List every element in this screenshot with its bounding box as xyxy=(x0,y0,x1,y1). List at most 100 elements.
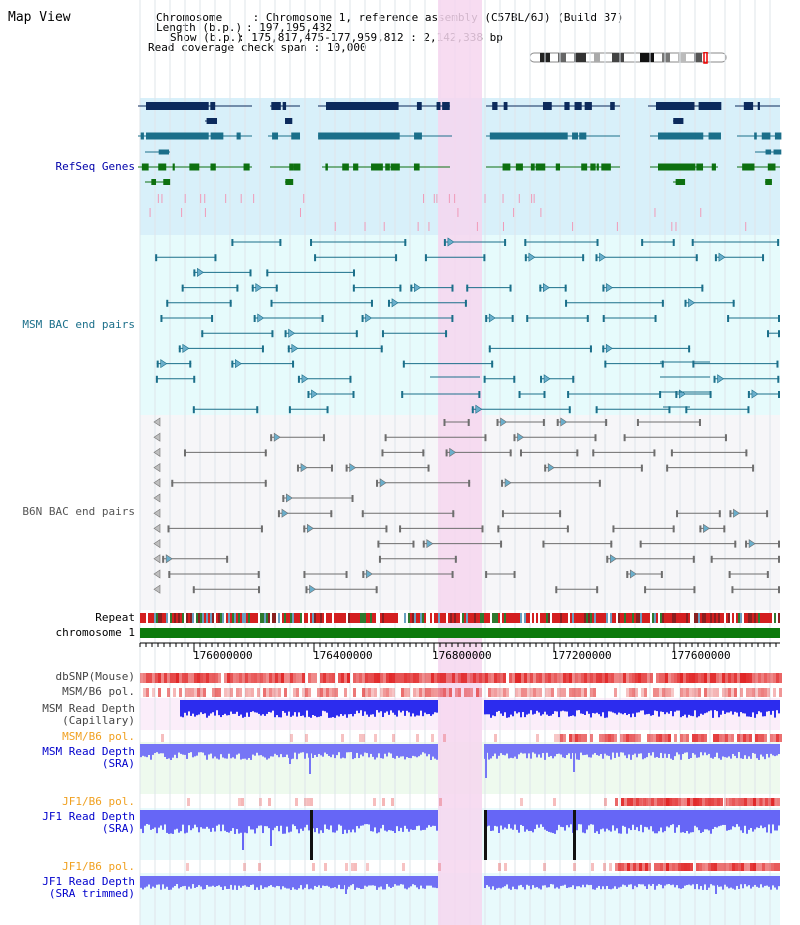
track-label-dbsnp[interactable]: dbSNP(Mouse) xyxy=(55,670,135,683)
track-label-msm-read-depth-sra-line1[interactable]: MSM Read Depth xyxy=(42,745,135,758)
read-depth-bar xyxy=(250,744,252,760)
read-depth-bar xyxy=(168,810,170,834)
read-depth-bar xyxy=(402,810,404,832)
read-depth-bar xyxy=(354,810,356,833)
track-label-refseq-genes[interactable]: RefSeq Genes xyxy=(55,160,135,173)
read-depth-bar xyxy=(598,810,600,834)
read-depth-bar xyxy=(522,744,524,754)
repeat-segment xyxy=(240,613,242,623)
read-depth-bar xyxy=(564,876,566,885)
repeat-segment xyxy=(574,613,576,623)
track-label-repeat[interactable]: Repeat xyxy=(95,611,135,624)
read-depth-bar xyxy=(198,876,200,886)
polymorphism-cell xyxy=(419,688,422,697)
read-depth-bar xyxy=(220,876,222,887)
repeat-segment xyxy=(590,613,592,623)
read-depth-bar xyxy=(512,700,514,717)
repeat-segment xyxy=(668,613,670,623)
msm-bac-end xyxy=(193,375,196,383)
read-depth-bar xyxy=(700,744,702,753)
polymorphism-cell xyxy=(404,673,407,683)
read-depth-bar xyxy=(614,876,616,887)
read-depth-bar xyxy=(344,700,346,715)
read-depth-bar xyxy=(310,876,312,889)
repeat-segment xyxy=(160,613,162,623)
repeat-segment xyxy=(744,613,746,623)
track-label-jf1-read-depth-trimmed-line1[interactable]: JF1 Read Depth xyxy=(42,875,135,888)
read-depth-bar xyxy=(166,744,168,760)
read-depth-bar xyxy=(322,700,324,711)
read-depth-bar xyxy=(224,810,226,831)
polymorphism-cell xyxy=(241,798,244,806)
repeat-segment xyxy=(182,613,184,623)
read-depth-bar xyxy=(696,810,698,828)
read-depth-bar xyxy=(372,810,374,832)
repeat-segment xyxy=(352,613,354,623)
read-depth-bar xyxy=(664,876,666,886)
track-label-msm-read-depth-capillary-line1[interactable]: MSM Read Depth xyxy=(42,702,135,715)
track-label-msm-read-depth-capillary-line2[interactable]: (Capillary) xyxy=(62,714,135,727)
repeat-segment xyxy=(158,613,160,623)
track-label-msm-read-depth-sra-line2[interactable]: (SRA) xyxy=(101,757,135,770)
repeat-segment xyxy=(684,613,686,623)
track-label-jf1-b6-pol-2[interactable]: JF1/B6 pol. xyxy=(62,860,135,873)
track-label-jf1-b6-pol[interactable]: JF1/B6 pol. xyxy=(62,795,135,808)
read-depth-bar xyxy=(656,810,658,834)
polymorphism-cell xyxy=(729,798,732,806)
read-depth-bar xyxy=(578,700,580,711)
repeat-segment xyxy=(180,613,182,623)
read-depth-bar xyxy=(702,810,704,832)
read-depth-bar xyxy=(374,700,376,717)
read-depth-bar xyxy=(700,810,702,834)
repeat-segment xyxy=(538,613,540,623)
read-depth-bar xyxy=(198,810,200,833)
repeat-segment xyxy=(608,613,610,623)
polymorphism-cell xyxy=(284,688,287,697)
track-label-msm-b6-pol[interactable]: MSM/B6 pol. xyxy=(62,685,135,698)
repeat-segment xyxy=(396,613,398,623)
polymorphism-cell xyxy=(521,688,524,697)
read-depth-bar xyxy=(772,876,774,886)
track-label-msm-b6-pol-2[interactable]: MSM/B6 pol. xyxy=(62,730,135,743)
repeat-segment xyxy=(318,613,320,623)
read-depth-bar xyxy=(300,876,302,886)
polymorphism-cell xyxy=(735,863,738,871)
gene-exon xyxy=(596,163,599,171)
polymorphism-cell xyxy=(717,863,720,871)
read-depth-bar xyxy=(240,744,242,760)
polymorphism-cell xyxy=(738,863,741,871)
read-depth-bar xyxy=(382,876,384,890)
b6n-bac-arrow xyxy=(349,463,357,473)
read-depth-bar xyxy=(384,744,386,754)
polymorphism-cell xyxy=(155,673,158,683)
polymorphism-cell xyxy=(635,688,638,697)
b6n-bac-arrow xyxy=(153,447,161,457)
polymorphism-cell xyxy=(260,673,263,683)
read-depth-bar xyxy=(358,744,360,759)
read-depth-bar xyxy=(410,876,412,887)
b6n-bac-end xyxy=(258,586,261,594)
polymorphism-cell xyxy=(392,688,395,697)
polymorphism-cell xyxy=(188,673,191,683)
read-depth-bar xyxy=(396,700,398,717)
read-depth-bar xyxy=(620,744,622,753)
polymorphism-cell xyxy=(272,688,275,697)
read-depth-bar xyxy=(726,876,728,887)
polymorphism-cell xyxy=(308,673,311,683)
read-depth-bar xyxy=(720,744,722,760)
track-label-b6n-bac-end-pairs[interactable]: B6N BAC end pairs xyxy=(22,505,135,518)
track-label-chromosome[interactable]: chromosome 1 xyxy=(55,626,135,639)
read-depth-bar xyxy=(314,700,316,716)
read-depth-bar xyxy=(320,700,322,717)
track-label-jf1-read-depth-sra-line1[interactable]: JF1 Read Depth xyxy=(42,810,135,823)
repeat-segment xyxy=(652,613,654,623)
read-depth-bar xyxy=(208,810,210,829)
track-label-jf1-read-depth-trimmed-line2[interactable]: (SRA trimmed) xyxy=(48,887,135,900)
track-label-msm-bac-end-pairs[interactable]: MSM BAC end pairs xyxy=(22,318,135,331)
read-depth-bar xyxy=(216,744,218,759)
read-depth-bar xyxy=(300,744,302,753)
repeat-segment xyxy=(716,613,718,623)
track-label-jf1-read-depth-sra-line2[interactable]: (SRA) xyxy=(101,822,135,835)
read-depth-bar xyxy=(546,744,548,753)
